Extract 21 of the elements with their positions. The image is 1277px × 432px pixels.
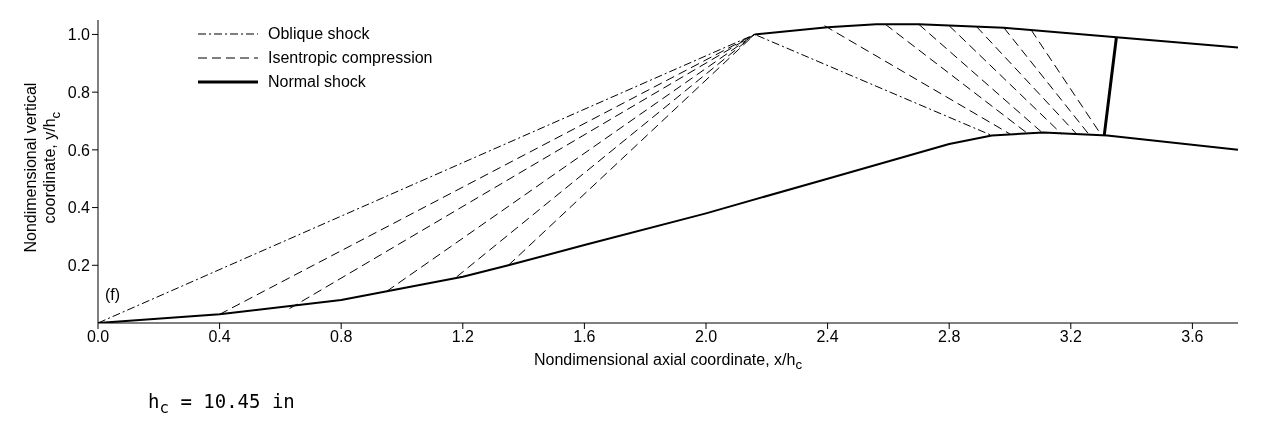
annotation: (f) (105, 286, 121, 304)
x-tick-label: 3.2 (1059, 328, 1083, 346)
x-tick-label: 2.8 (938, 328, 961, 346)
x-tick-label: 0.8 (330, 328, 353, 346)
x-tick-label: 2.4 (816, 328, 839, 346)
y-tick-label: 0.6 (67, 141, 91, 159)
text: h$_{c}$ = 10.45 in (148, 390, 295, 417)
x-tick-label: 0.0 (86, 328, 110, 346)
y-tick-label: 0.2 (67, 256, 91, 274)
x-tick-label: 1.6 (573, 328, 596, 346)
x-tick-label: 3.6 (1181, 328, 1204, 346)
x-tick-label: 1.2 (451, 328, 475, 346)
y-tick-label: 1.0 (67, 26, 91, 44)
legend-label: Isentropic compression (268, 49, 433, 67)
x-axis-title: Nondimensional axial coordinate, x/h$_{c}$ (532, 351, 804, 373)
legend-label: Normal shock (268, 73, 366, 91)
x-tick-label: 2.0 (694, 328, 718, 346)
y-tick-label: 0.8 (67, 83, 91, 101)
x-tick-label: 0.4 (208, 328, 231, 346)
legend-label: Oblique shock (268, 25, 370, 43)
y-tick-label: 0.4 (67, 199, 91, 217)
